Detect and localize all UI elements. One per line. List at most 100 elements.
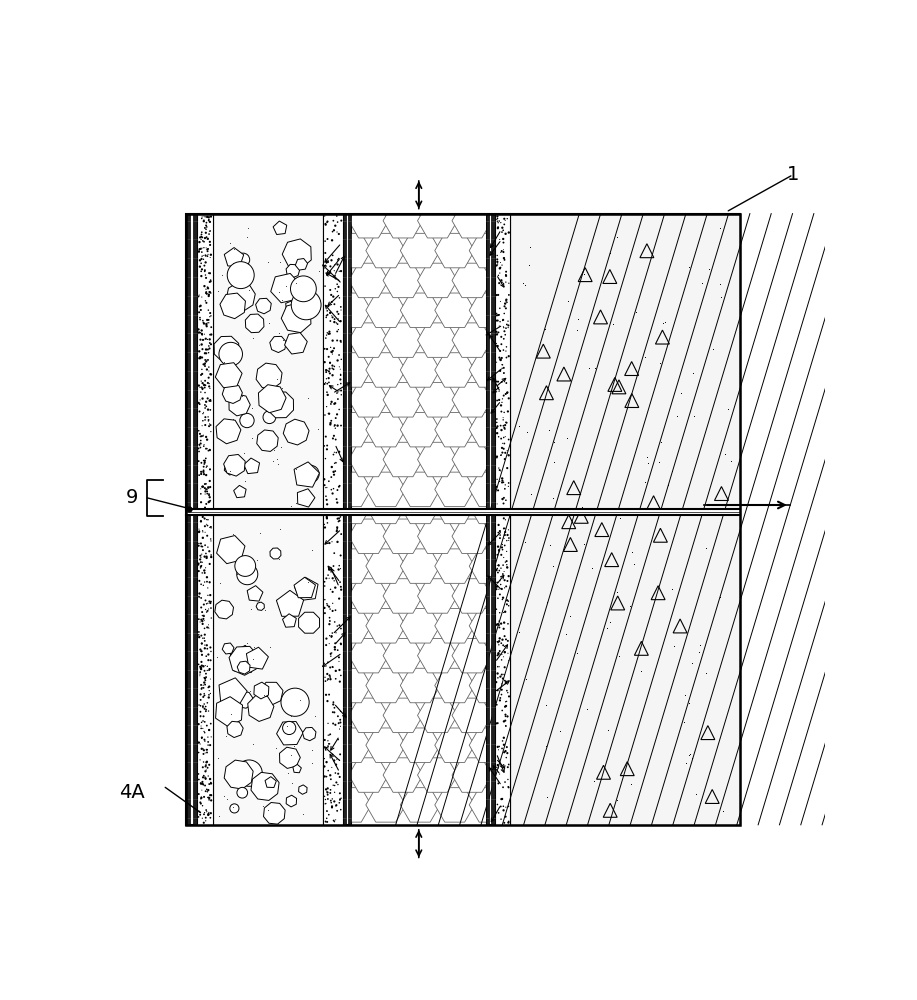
Point — [610, 584, 624, 600]
Point — [194, 658, 209, 674]
Point — [204, 393, 218, 409]
Point — [201, 479, 215, 495]
Point — [201, 312, 215, 328]
Point — [498, 699, 513, 715]
Point — [201, 647, 215, 663]
Point — [271, 551, 286, 567]
Point — [195, 391, 210, 407]
Point — [494, 682, 509, 698]
Point — [201, 280, 215, 296]
Point — [499, 631, 514, 647]
Bar — [351, 515, 486, 825]
Point — [195, 381, 210, 397]
Polygon shape — [226, 282, 255, 311]
Point — [192, 772, 206, 788]
Point — [496, 410, 511, 426]
Point — [496, 222, 511, 238]
Point — [493, 260, 508, 276]
Point — [489, 579, 503, 595]
Point — [194, 322, 209, 338]
Point — [194, 327, 209, 343]
Point — [540, 594, 555, 610]
Point — [197, 518, 212, 534]
Point — [193, 796, 208, 812]
Point — [328, 281, 343, 297]
Point — [332, 721, 347, 737]
Point — [326, 309, 340, 325]
Point — [202, 212, 216, 228]
Point — [319, 399, 334, 415]
Point — [203, 214, 217, 230]
Point — [610, 792, 624, 808]
Point — [321, 733, 336, 749]
Bar — [351, 214, 486, 509]
Circle shape — [235, 556, 256, 576]
Point — [317, 788, 332, 804]
Point — [323, 258, 337, 274]
Point — [500, 559, 514, 575]
Point — [331, 732, 346, 748]
Point — [492, 392, 506, 408]
Point — [498, 226, 513, 242]
Point — [200, 695, 215, 711]
Polygon shape — [331, 353, 371, 387]
Point — [329, 445, 344, 461]
Point — [199, 286, 214, 302]
Point — [494, 667, 509, 683]
Point — [194, 326, 209, 342]
Point — [496, 520, 511, 536]
Point — [330, 316, 345, 332]
Point — [491, 525, 505, 541]
Point — [196, 597, 211, 613]
Bar — [351, 214, 486, 509]
Polygon shape — [366, 549, 405, 583]
Point — [501, 771, 515, 787]
Point — [328, 635, 343, 651]
Polygon shape — [348, 263, 389, 298]
Point — [196, 608, 211, 624]
Point — [198, 225, 213, 241]
Point — [327, 417, 342, 433]
Point — [494, 547, 509, 563]
Point — [547, 503, 561, 519]
Polygon shape — [331, 609, 371, 643]
Point — [492, 643, 507, 659]
Point — [322, 636, 337, 652]
Point — [289, 461, 304, 477]
Point — [192, 555, 206, 571]
Polygon shape — [295, 259, 307, 270]
Point — [493, 669, 508, 685]
Point — [271, 325, 286, 341]
Point — [490, 557, 504, 573]
Point — [713, 220, 728, 236]
Point — [193, 298, 207, 314]
Point — [191, 321, 205, 337]
Polygon shape — [315, 579, 354, 613]
Bar — [351, 515, 486, 825]
Point — [492, 557, 506, 573]
Point — [496, 430, 511, 446]
Point — [327, 257, 342, 273]
Point — [493, 560, 508, 576]
Point — [265, 453, 280, 469]
Point — [195, 613, 210, 629]
Bar — [351, 214, 486, 509]
Point — [200, 331, 215, 347]
Point — [199, 669, 214, 685]
Point — [497, 572, 512, 588]
Point — [197, 733, 212, 749]
Polygon shape — [216, 536, 245, 564]
Point — [323, 365, 337, 381]
Point — [495, 220, 510, 236]
Point — [198, 813, 213, 829]
Point — [191, 809, 205, 825]
Point — [320, 267, 335, 283]
Point — [192, 573, 206, 589]
Polygon shape — [435, 412, 475, 447]
Point — [197, 687, 212, 703]
Point — [196, 677, 211, 693]
Point — [197, 357, 212, 373]
Point — [319, 570, 334, 586]
Point — [607, 370, 622, 386]
Bar — [351, 214, 486, 509]
